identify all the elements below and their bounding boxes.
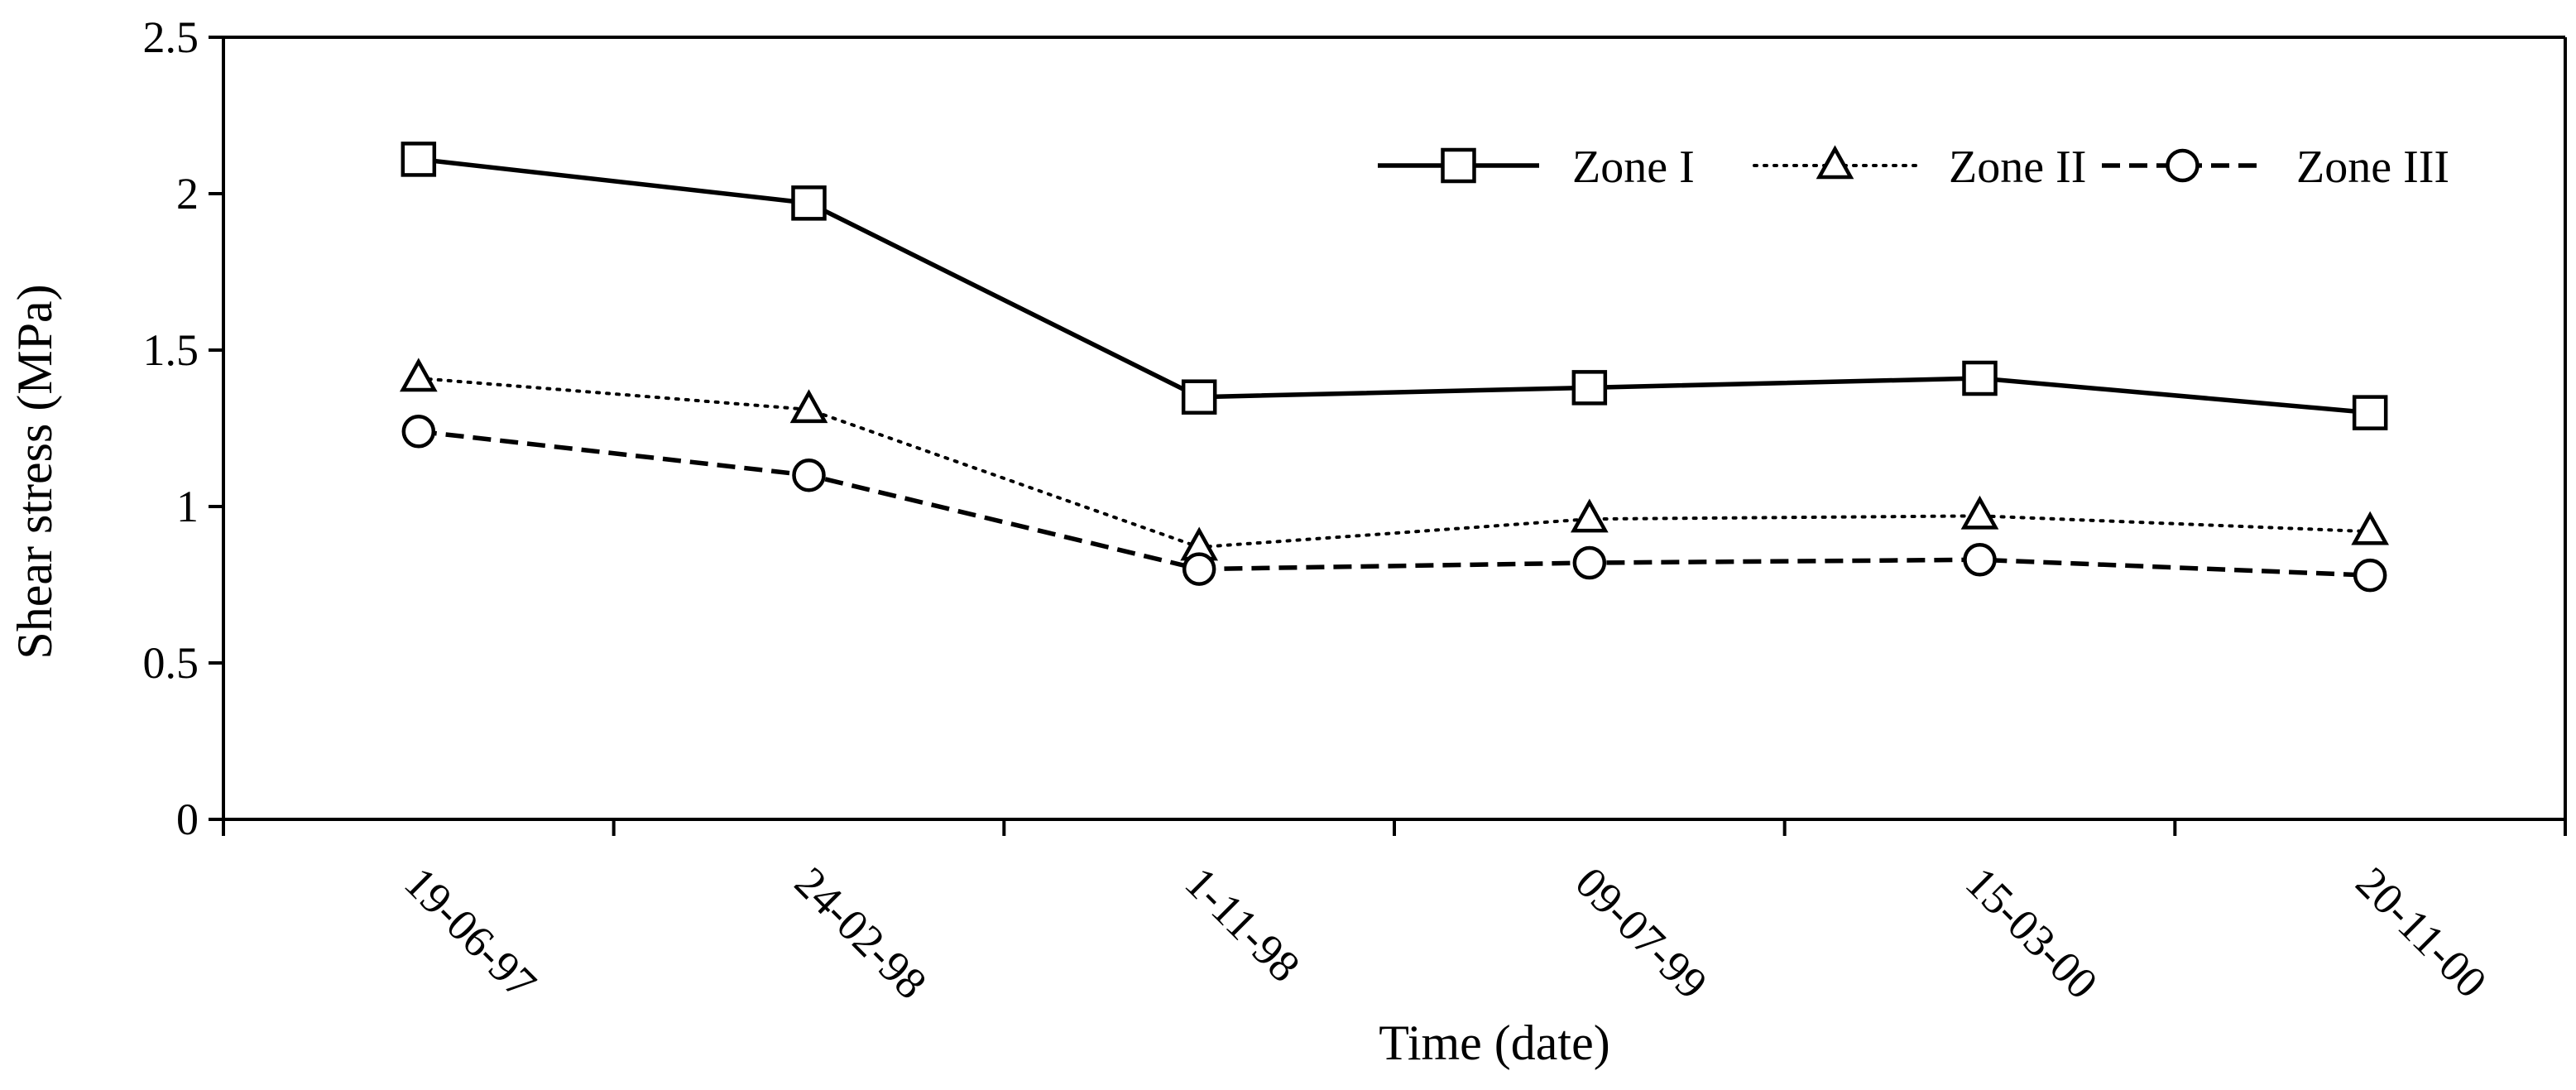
series-zone-ii xyxy=(399,358,2390,561)
legend-entry: Zone II xyxy=(1753,142,2086,193)
data-point-square xyxy=(2352,395,2388,430)
x-axis-title: Time (date) xyxy=(1379,1016,1609,1070)
data-point-triangle xyxy=(1570,498,1609,533)
data-point-square xyxy=(1962,360,1998,396)
legend-marker-triangle xyxy=(1816,145,1854,180)
legend: Zone I Zone II Zone III xyxy=(1378,142,2449,193)
legend-entry: Zone I xyxy=(1378,142,1695,193)
data-point-circle xyxy=(401,415,436,449)
series-line xyxy=(418,156,2371,415)
legend-label: Zone I xyxy=(1572,142,1695,193)
data-point-square xyxy=(1181,379,1217,415)
data-point-circle xyxy=(1963,543,1997,577)
x-tick-label: 15-03-00 xyxy=(1956,857,2107,1008)
x-tick-label: 1-11-98 xyxy=(1176,857,1310,992)
x-tick-label: 19-06-97 xyxy=(395,857,545,1008)
data-point-square xyxy=(1571,370,1608,406)
data-point-triangle xyxy=(2351,511,2390,545)
series-layer xyxy=(399,142,2390,593)
series-zone-i xyxy=(401,142,2388,430)
y-axis-ticks: 0 0.5 1 1.5 2 2.5 xyxy=(143,12,223,844)
x-tick-label: 24-02-98 xyxy=(785,857,936,1008)
y-tick-label: 1.5 xyxy=(143,325,199,375)
y-tick-label: 1 xyxy=(176,482,199,531)
legend-entry: Zone III xyxy=(2102,142,2449,193)
y-tick-label: 2 xyxy=(176,169,199,218)
y-tick-label: 0.5 xyxy=(143,638,199,688)
series-zone-iii xyxy=(401,415,2387,593)
x-tick-label: 20-11-00 xyxy=(2347,857,2497,1007)
x-axis-ticks: 19-06-97 24-02-98 1-11-98 09-07-99 15-03-00 2… xyxy=(222,819,2567,1008)
axes xyxy=(222,36,2567,821)
legend-marker-square xyxy=(1441,147,1476,184)
legend-label: Zone III xyxy=(2296,142,2449,193)
series-line xyxy=(418,429,2371,578)
data-point-square xyxy=(401,142,437,177)
x-tick-label: 09-07-99 xyxy=(1566,857,1716,1008)
data-point-circle xyxy=(2353,558,2387,593)
data-point-circle xyxy=(1182,552,1216,586)
y-axis-title: Shear stress (MPa) xyxy=(7,284,62,659)
legend-label: Zone II xyxy=(1949,142,2086,193)
data-point-triangle xyxy=(789,389,828,424)
y-tick-label: 0 xyxy=(176,795,199,844)
data-point-triangle xyxy=(399,358,438,392)
data-point-triangle xyxy=(1960,495,1999,530)
y-tick-label: 2.5 xyxy=(143,12,199,62)
data-point-circle xyxy=(792,458,826,492)
data-point-square xyxy=(791,185,827,221)
data-point-circle xyxy=(1572,545,1607,580)
legend-marker-circle xyxy=(2166,148,2199,183)
series-line xyxy=(416,377,2372,550)
